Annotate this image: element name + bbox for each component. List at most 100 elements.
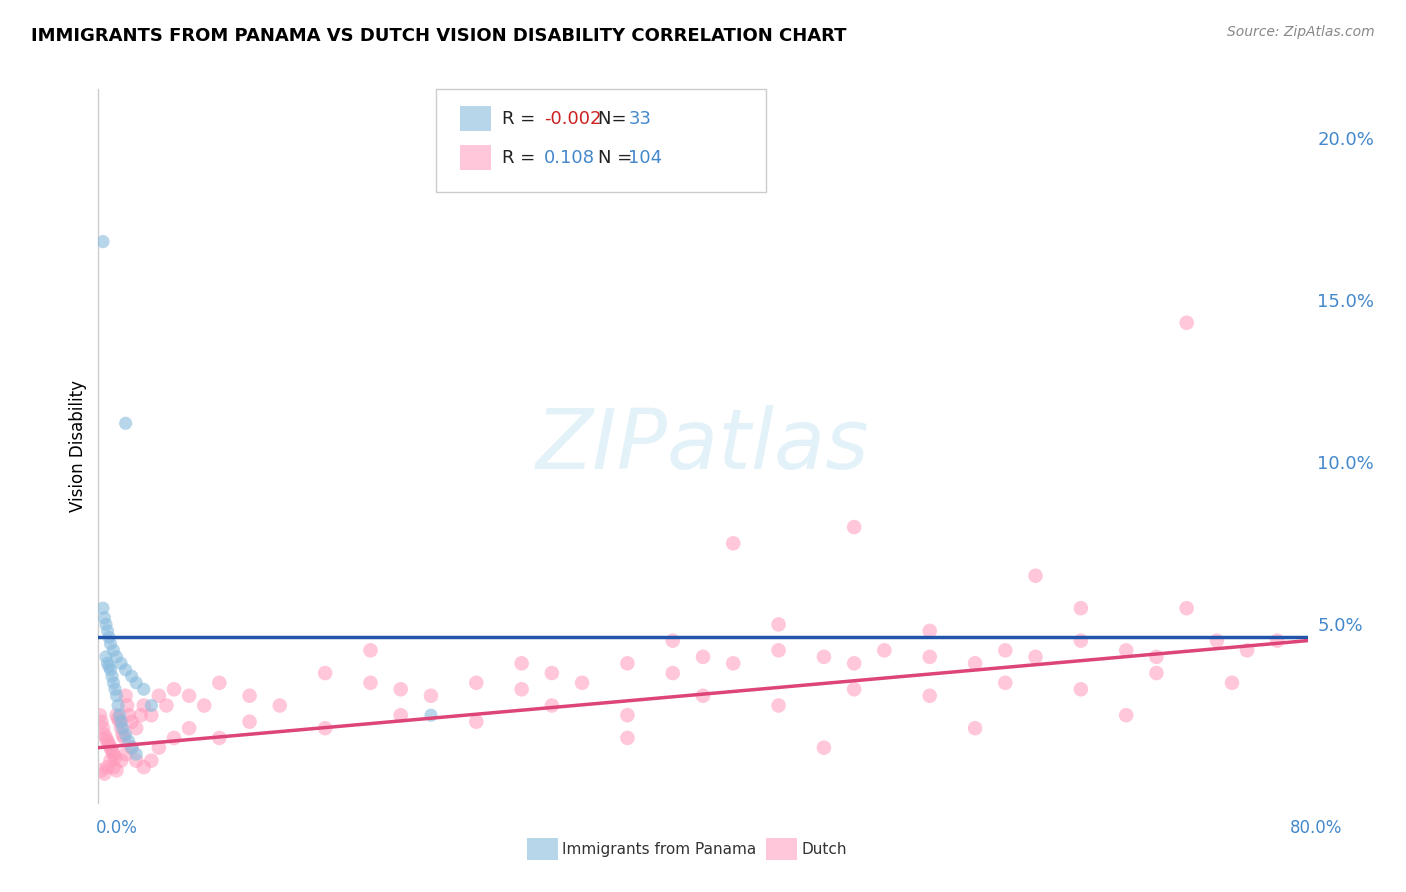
Point [121, 714, 143, 729]
Point [1267, 633, 1289, 648]
Text: N=: N= [598, 110, 631, 128]
Point [844, 520, 866, 534]
Point [98, 659, 121, 673]
Text: Source: ZipAtlas.com: Source: ZipAtlas.com [1227, 25, 1375, 39]
Point [118, 708, 141, 723]
Point [93, 611, 115, 625]
Point [91, 721, 114, 735]
Point [616, 708, 638, 723]
Point [965, 721, 987, 735]
Point [314, 721, 336, 735]
Point [90, 764, 112, 778]
Point [420, 689, 443, 703]
Point [125, 675, 148, 690]
Point [98, 738, 121, 752]
Point [103, 675, 125, 690]
Point [98, 631, 121, 645]
Point [768, 698, 790, 713]
Point [121, 740, 143, 755]
Point [723, 536, 745, 550]
Point [692, 689, 714, 703]
Text: 33: 33 [628, 110, 651, 128]
Point [918, 689, 941, 703]
Point [141, 708, 163, 723]
Point [1144, 666, 1167, 681]
Point [129, 708, 152, 723]
Point [314, 666, 336, 681]
Point [616, 657, 638, 671]
Point [692, 649, 714, 664]
Point [94, 649, 117, 664]
Point [360, 643, 382, 657]
Point [1236, 643, 1258, 657]
Point [93, 766, 115, 780]
Point [571, 675, 593, 690]
Point [132, 682, 155, 697]
Point [148, 740, 170, 755]
Point [114, 663, 136, 677]
Point [121, 669, 143, 683]
Point [1024, 568, 1046, 582]
Point [141, 754, 163, 768]
Point [118, 734, 141, 748]
Point [1175, 601, 1198, 615]
Point [1070, 601, 1092, 615]
Point [768, 643, 790, 657]
Point [110, 754, 132, 768]
Text: Immigrants from Panama: Immigrants from Panama [562, 842, 756, 856]
Point [1070, 682, 1092, 697]
Point [91, 601, 114, 615]
Point [104, 682, 127, 697]
Point [103, 643, 125, 657]
Point [114, 689, 136, 703]
Point [179, 721, 201, 735]
Text: R =: R = [502, 110, 541, 128]
Point [100, 637, 122, 651]
Point [94, 731, 117, 745]
Point [104, 750, 127, 764]
Point [918, 649, 941, 664]
Point [540, 666, 562, 681]
Point [114, 728, 136, 742]
Point [420, 708, 443, 723]
Point [360, 675, 382, 690]
Point [111, 721, 134, 735]
Text: 0.0%: 0.0% [96, 819, 138, 837]
Point [90, 714, 112, 729]
Point [661, 666, 683, 681]
Point [125, 754, 148, 768]
Point [96, 657, 118, 671]
Point [108, 714, 131, 729]
Point [115, 698, 138, 713]
Point [148, 689, 170, 703]
Point [1024, 649, 1046, 664]
Point [269, 698, 291, 713]
Point [96, 760, 118, 774]
Point [540, 698, 562, 713]
Point [1206, 633, 1229, 648]
Point [844, 682, 866, 697]
Point [239, 714, 262, 729]
Y-axis label: Vision Disability: Vision Disability [69, 380, 87, 512]
Point [121, 740, 143, 755]
Point [105, 689, 128, 703]
Point [844, 657, 866, 671]
Point [1070, 633, 1092, 648]
Point [510, 682, 533, 697]
Point [661, 633, 683, 648]
Text: Dutch: Dutch [801, 842, 846, 856]
Point [105, 708, 128, 723]
Point [873, 643, 896, 657]
Point [193, 698, 215, 713]
Point [465, 714, 488, 729]
Point [813, 649, 835, 664]
Point [103, 760, 125, 774]
Point [465, 675, 488, 690]
Text: -0.002: -0.002 [544, 110, 602, 128]
Text: 80.0%: 80.0% [1291, 819, 1343, 837]
Point [111, 728, 134, 742]
Point [125, 721, 148, 735]
Point [616, 731, 638, 745]
Point [110, 714, 132, 729]
Point [110, 721, 132, 735]
